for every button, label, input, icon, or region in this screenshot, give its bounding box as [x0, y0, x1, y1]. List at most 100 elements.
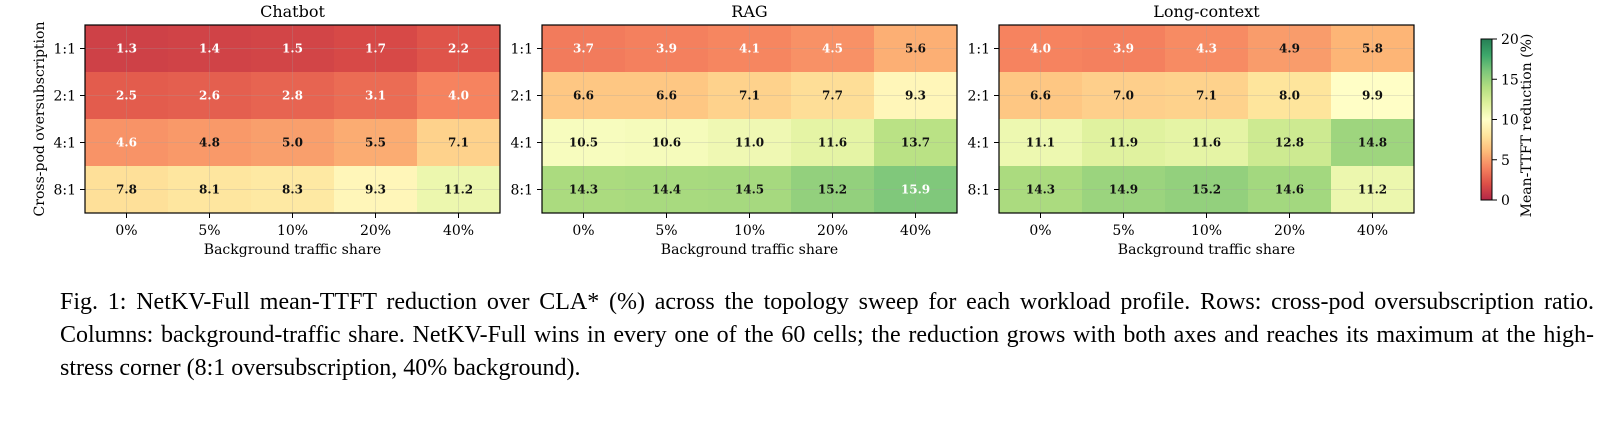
cell-value-label: 4.8 [199, 136, 220, 150]
cell-value-label: 15.2 [1192, 183, 1221, 197]
x-tick-label: 5% [1112, 223, 1134, 239]
cell-value-label: 10.5 [569, 136, 598, 150]
cell-value-label: 3.7 [573, 42, 594, 56]
heatmap-cell [1331, 166, 1415, 214]
x-axis-label: Background traffic share [661, 242, 838, 258]
cell-value-label: 11.2 [444, 183, 473, 197]
cell-value-label: 5.8 [1362, 42, 1383, 56]
x-tick-label: 40% [900, 223, 931, 239]
heatmap-cell [85, 166, 169, 214]
heatmap-cell [708, 25, 792, 73]
y-tick-label: 8:1 [967, 183, 990, 199]
colorbar-tick-label: 5 [1501, 153, 1510, 169]
cell-value-label: 14.5 [735, 183, 764, 197]
cell-value-label: 14.8 [1358, 136, 1387, 150]
cell-value-label: 2.6 [199, 89, 220, 103]
heatmap-panel: 3.7 3.9 4.1 4.5 5.6 6.6 6.6 7.1 7.7 9.3 10.5 10.6 11… [510, 2, 958, 258]
panel-title: Long-context [1153, 2, 1260, 21]
colorbar-tick-label: 10 [1501, 113, 1519, 129]
heatmap-cell [85, 119, 169, 167]
cell-value-label: 14.9 [1109, 183, 1138, 197]
cell-value-label: 4.5 [822, 42, 843, 56]
heatmap-cell [251, 119, 335, 167]
heatmap-cell [168, 119, 252, 167]
figure-caption: Fig. 1: NetKV-Full mean-TTFT reduction o… [60, 289, 1594, 381]
cell-value-label: 7.1 [1196, 89, 1217, 103]
y-axis-label: Cross-pod oversubscription [32, 22, 48, 217]
x-tick-label: 20% [817, 223, 848, 239]
cell-value-label: 14.4 [652, 183, 681, 197]
cell-value-label: 8.3 [282, 183, 303, 197]
cell-value-label: 13.7 [901, 136, 930, 150]
heatmap-cell [334, 166, 418, 214]
x-axis-label: Background traffic share [1118, 242, 1295, 258]
y-tick-label: 8:1 [510, 183, 533, 199]
heatmap-cell [251, 25, 335, 73]
heatmap-cell [1082, 166, 1166, 214]
x-tick-label: 40% [443, 223, 474, 239]
heatmap-cell [1331, 72, 1415, 120]
heatmap-cell [1165, 72, 1249, 120]
heatmap-cell [708, 166, 792, 214]
heatmap-cell [999, 166, 1083, 214]
cell-value-label: 1.3 [116, 42, 137, 56]
cell-value-label: 4.6 [116, 136, 137, 150]
x-tick-label: 20% [360, 223, 391, 239]
heatmap-cell [334, 25, 418, 73]
cell-value-label: 8.0 [1279, 89, 1300, 103]
cell-value-label: 11.2 [1358, 183, 1387, 197]
x-tick-label: 0% [1029, 223, 1051, 239]
cell-value-label: 6.6 [573, 89, 594, 103]
cell-value-label: 5.6 [905, 42, 926, 56]
y-tick-label: 1:1 [967, 42, 990, 58]
x-tick-label: 20% [1274, 223, 1305, 239]
heatmap-panel: 4.0 3.9 4.3 4.9 5.8 6.6 7.0 7.1 8.0 9.9 11.1 11.9 11… [967, 2, 1415, 258]
cell-value-label: 4.3 [1196, 42, 1217, 56]
y-tick-label: 2:1 [53, 89, 76, 105]
cell-value-label: 11.6 [818, 136, 847, 150]
heatmap-cell [999, 25, 1083, 73]
cell-value-label: 5.0 [282, 136, 303, 150]
x-tick-label: 10% [277, 223, 308, 239]
x-tick-label: 40% [1357, 223, 1388, 239]
colorbar-label: Mean-TTFT reduction (%) [1519, 34, 1535, 218]
heatmap-cell [542, 166, 626, 214]
cell-value-label: 14.6 [1275, 183, 1304, 197]
heatmap-cell [999, 119, 1083, 167]
x-tick-label: 10% [1191, 223, 1222, 239]
cell-value-label: 2.8 [282, 89, 303, 103]
cell-value-label: 11.9 [1109, 136, 1138, 150]
cell-value-label: 2.2 [448, 42, 469, 56]
cell-value-label: 4.9 [1279, 42, 1300, 56]
heatmap-cell [791, 166, 875, 214]
heatmap-cell [334, 119, 418, 167]
y-tick-label: 2:1 [967, 89, 990, 105]
heatmap-cell [1082, 72, 1166, 120]
cell-value-label: 3.1 [365, 89, 386, 103]
heatmap-cell [625, 25, 709, 73]
cell-value-label: 1.4 [199, 42, 220, 56]
heatmap-cell [625, 119, 709, 167]
y-tick-label: 4:1 [510, 136, 533, 152]
heatmap-cell [791, 25, 875, 73]
colorbar-gradient [1480, 38, 1493, 201]
y-tick-label: 1:1 [53, 42, 76, 58]
cell-value-label: 11.0 [735, 136, 764, 150]
cell-value-label: 7.1 [448, 136, 469, 150]
heatmap-cell [1082, 119, 1166, 167]
cell-value-label: 4.0 [1030, 42, 1051, 56]
x-tick-label: 0% [572, 223, 594, 239]
heatmap-cell [417, 72, 501, 120]
heatmap-cell [1331, 119, 1415, 167]
heatmap-cell [874, 72, 958, 120]
y-tick-label: 4:1 [967, 136, 990, 152]
cell-value-label: 9.3 [905, 89, 926, 103]
cell-value-label: 5.5 [365, 136, 386, 150]
cell-value-label: 9.9 [1362, 89, 1383, 103]
heatmap-cell [708, 119, 792, 167]
cell-value-label: 12.8 [1275, 136, 1304, 150]
heatmap-cell [874, 166, 958, 214]
cell-value-label: 7.1 [739, 89, 760, 103]
cell-value-label: 11.1 [1026, 136, 1055, 150]
heatmap-cell [542, 72, 626, 120]
